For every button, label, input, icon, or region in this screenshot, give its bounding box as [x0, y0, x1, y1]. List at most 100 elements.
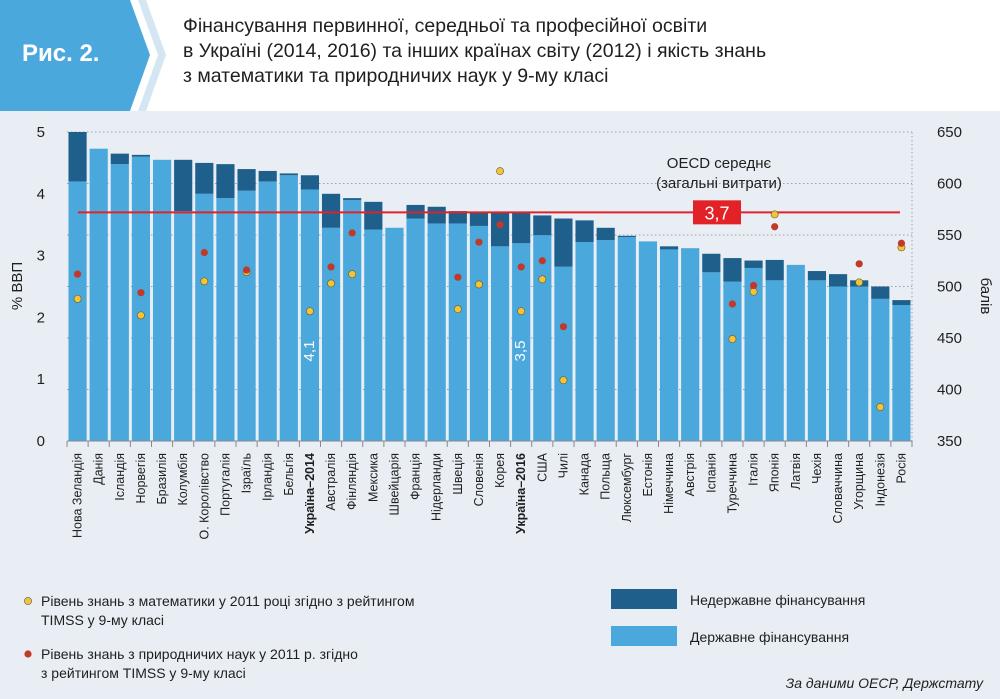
category-label: Ірландія	[261, 453, 275, 501]
bar-annotation: 3,5	[512, 341, 529, 362]
y2-tick-label: 450	[937, 330, 962, 347]
bar-public	[702, 272, 721, 441]
category-label: Індонезія	[873, 453, 887, 506]
math-score-dot	[348, 270, 357, 279]
bar-public	[448, 223, 467, 441]
category-label: Нова Зеландія	[71, 453, 85, 538]
science-score-dot	[897, 239, 906, 247]
bar-public	[343, 199, 362, 441]
legend-private-swatch	[611, 589, 677, 609]
bar-public	[575, 242, 594, 441]
bar-private	[828, 274, 848, 287]
category-label: Австралія	[324, 453, 338, 511]
bar-private	[512, 212, 531, 244]
bar-public	[659, 249, 679, 441]
score-dots	[73, 167, 906, 411]
figure-label: Рис. 2.	[22, 40, 100, 67]
bar-private	[533, 215, 552, 236]
bar-public	[68, 181, 87, 441]
bar-public	[174, 211, 193, 441]
math-score-dot	[200, 277, 209, 286]
bar-private	[807, 271, 827, 281]
math-score-dot	[749, 287, 758, 296]
science-score-dot	[454, 273, 462, 281]
y2-tick-label: 650	[937, 124, 962, 141]
math-score-dot	[770, 210, 779, 219]
science-score-dot	[855, 260, 863, 268]
bar-public	[638, 241, 658, 441]
category-label: Німеччина	[662, 453, 676, 514]
science-score-dot	[517, 263, 525, 271]
title-line: Фінансування первинної, середньої та про…	[183, 15, 708, 37]
category-label: Мексика	[366, 453, 380, 502]
category-label: Ізраїль	[240, 453, 254, 493]
category-label: Ісландія	[113, 453, 127, 501]
figure-title: Фінансування первинної, середньої та про…	[183, 14, 983, 89]
bar-public	[364, 229, 383, 441]
bar-private	[723, 258, 742, 282]
bar-private	[469, 212, 489, 226]
oecd-caption: OECD середнє	[667, 155, 772, 172]
gridlines	[67, 131, 913, 442]
science-score-dot	[348, 229, 356, 237]
bar-private	[659, 246, 679, 250]
category-label: Росія	[894, 453, 908, 484]
oecd-value-label: 3,7	[704, 203, 729, 223]
bar-public	[490, 246, 510, 441]
category-label: Данія	[92, 453, 106, 485]
source-note: За даними ОЕСР, Держстату	[786, 675, 984, 691]
category-label: Люксембург	[620, 453, 634, 523]
science-score-dot	[73, 270, 82, 278]
bar-public	[765, 280, 784, 441]
bar-public	[681, 248, 700, 441]
bar-public	[871, 298, 890, 441]
bar-private	[131, 154, 151, 157]
bar-public	[131, 156, 151, 441]
bar-private	[871, 286, 890, 299]
bar-private	[765, 259, 784, 281]
legend-public-swatch	[611, 626, 677, 646]
bar-private	[195, 162, 214, 194]
category-label: Канада	[578, 453, 592, 495]
y2-tick-label: 400	[937, 382, 962, 399]
bar-private	[216, 164, 235, 199]
category-label: Норвегія	[134, 453, 148, 504]
bar-private	[596, 227, 615, 241]
category-labels: Нова Зеландія Данія Ісландія Норвегія Бразил…	[71, 452, 909, 539]
category-label: Іспанія	[704, 453, 718, 493]
y2-tick-label: 500	[937, 279, 962, 296]
bar-annotation: 4,1	[301, 341, 318, 362]
category-label: Франція	[409, 453, 423, 500]
category-label: Нідерланди	[430, 453, 444, 521]
y-tick-label: 0	[37, 433, 45, 450]
bar-public	[406, 218, 425, 441]
bar-public	[279, 175, 298, 441]
math-score-dot	[496, 167, 504, 176]
science-score-dot	[242, 266, 251, 274]
bar-private	[427, 206, 446, 224]
y2-tick-label: 600	[937, 176, 962, 193]
category-label: Бразилія	[155, 453, 169, 505]
bar-private	[68, 132, 87, 182]
science-score-dot	[327, 263, 335, 271]
category-label: Швейцарія	[387, 453, 401, 516]
bar-public	[596, 240, 615, 441]
category-label: Угорщина	[852, 453, 866, 510]
bar-public	[89, 148, 108, 441]
legend-public-label: Державне фінансування	[690, 629, 849, 645]
science-score-dot	[771, 223, 779, 231]
legend: Рівень знань з математики у 2011 році зг…	[24, 589, 865, 681]
category-label: Швеція	[451, 453, 465, 495]
y-tick-label: 2	[37, 309, 45, 326]
math-score-dot	[73, 294, 82, 303]
bar-private	[448, 211, 467, 224]
bar-private	[110, 153, 129, 165]
oecd-value-box	[693, 200, 741, 225]
oecd-reference: 3,7 OECD середнє (загальні витрати)	[78, 155, 900, 225]
science-score-dot	[749, 281, 758, 290]
science-score-dot	[538, 257, 546, 265]
chart: 4,1 3,5 3,7 OECD середнє (загальні витрати)…	[9, 124, 994, 691]
y-tick-label: 1	[37, 371, 45, 388]
legend-math-label: Рівень знань з математики у 2011 році зг…	[41, 593, 414, 609]
category-label: О. Королівство	[197, 453, 211, 540]
